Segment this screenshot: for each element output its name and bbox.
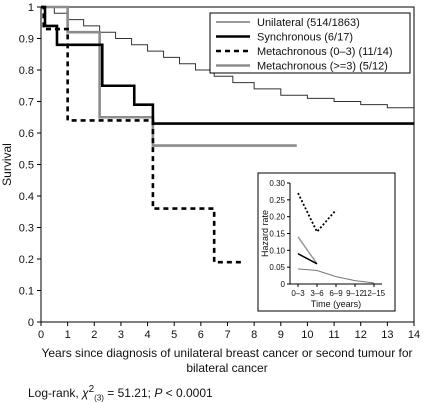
footnote-chi-sub: (3) — [94, 393, 104, 403]
y-tick-label: 0.4 — [19, 191, 34, 203]
inset-x-tick-label: 3–6 — [310, 289, 324, 298]
y-tick-label: 1 — [28, 2, 34, 14]
y-tick-label: 0.5 — [19, 160, 34, 172]
inset-series-line-1 — [297, 236, 318, 265]
x-tick-label: 3 — [118, 329, 124, 341]
x-axis-label-line2: bilateral cancer — [186, 361, 267, 375]
inset-frame — [257, 172, 396, 312]
legend-label: Metachronous (0–3) (11/14) — [257, 46, 393, 58]
km-curve-0 — [41, 6, 414, 109]
x-axis-label-line1: Years since diagnosis of unilateral brea… — [41, 346, 412, 360]
survival-chart: 0 1 2 3 4 5 6 7 8 9 10 11 12 13 1400.10.20.30.40.50.60… — [0, 2, 420, 375]
footnote-chi: χ — [82, 386, 89, 400]
x-tick-label: 5 — [171, 329, 177, 341]
inset-x-tick-label: 12–15 — [363, 289, 386, 298]
inset-x-tick-label: 9–12 — [346, 289, 364, 298]
inset-x-tick-label: 6–9 — [329, 289, 343, 298]
inset-y-tick-label: 0.25 — [269, 196, 285, 205]
footnote-p-value: < 0.0001 — [162, 386, 213, 400]
legend-label: Synchronous (6/17) — [257, 32, 353, 44]
y-tick-label: 0.9 — [19, 34, 34, 46]
y-tick-label: 0.8 — [19, 65, 34, 77]
x-tick-label: 4 — [145, 329, 151, 341]
x-tick-label: 0 — [38, 329, 44, 341]
inset-x-tick-label: 0–3 — [291, 289, 305, 298]
inset-x-axis-label: Time (years) — [311, 299, 361, 309]
km-curve-1 — [41, 5, 414, 125]
km-curve-2 — [41, 5, 244, 264]
x-tick-label: 9 — [278, 329, 284, 341]
x-tick-label: 8 — [251, 329, 257, 341]
x-tick-label: 11 — [328, 329, 339, 341]
inset-y-tick-label: 0.15 — [269, 230, 285, 239]
inset-series-line-2 — [297, 253, 318, 265]
footnote-p-label: P — [154, 386, 163, 400]
x-tick-label: 1 — [65, 329, 71, 341]
inset-y-axis-label: Hazard rate — [260, 210, 270, 257]
footnote-chi-sup: 2 — [88, 384, 95, 395]
x-tick-label: 10 — [301, 329, 313, 341]
x-tick-label: 6 — [198, 329, 204, 341]
x-tick-label: 2 — [91, 329, 97, 341]
x-tick-label: 12 — [355, 329, 367, 341]
inset-series-line-3 — [297, 268, 375, 284]
footnote-prefix: Log-rank, — [28, 386, 83, 400]
legend-box — [209, 12, 411, 74]
inset-y-tick-label: 0 — [281, 280, 286, 289]
x-tick-label: 14 — [408, 329, 420, 341]
y-tick-label: 0.3 — [19, 223, 34, 235]
y-tick-label: 0.7 — [19, 97, 34, 109]
inset-y-tick-label: 0.20 — [269, 213, 285, 222]
footnote-middle: = 51.21; — [103, 386, 155, 400]
log-rank-footnote: Log-rank, χ2(3) = 51.21; P < 0.0001 — [28, 384, 213, 402]
inset-y-tick-label: 0.30 — [269, 179, 285, 188]
y-axis-label: Survival — [0, 143, 14, 186]
y-tick-label: 0.6 — [19, 128, 34, 140]
inset-y-tick-label: 0.10 — [269, 246, 285, 255]
x-tick-label: 7 — [224, 329, 230, 341]
x-tick-label: 13 — [381, 329, 393, 341]
legend-label: Metachronous (>=3) (5/12) — [257, 61, 388, 73]
inset-y-tick-label: 0.05 — [269, 263, 285, 272]
legend-label: Unilateral (514/1863) — [257, 17, 360, 29]
y-tick-label: 0 — [28, 317, 34, 329]
y-tick-label: 0.2 — [19, 254, 34, 266]
y-tick-label: 0.1 — [19, 286, 34, 298]
